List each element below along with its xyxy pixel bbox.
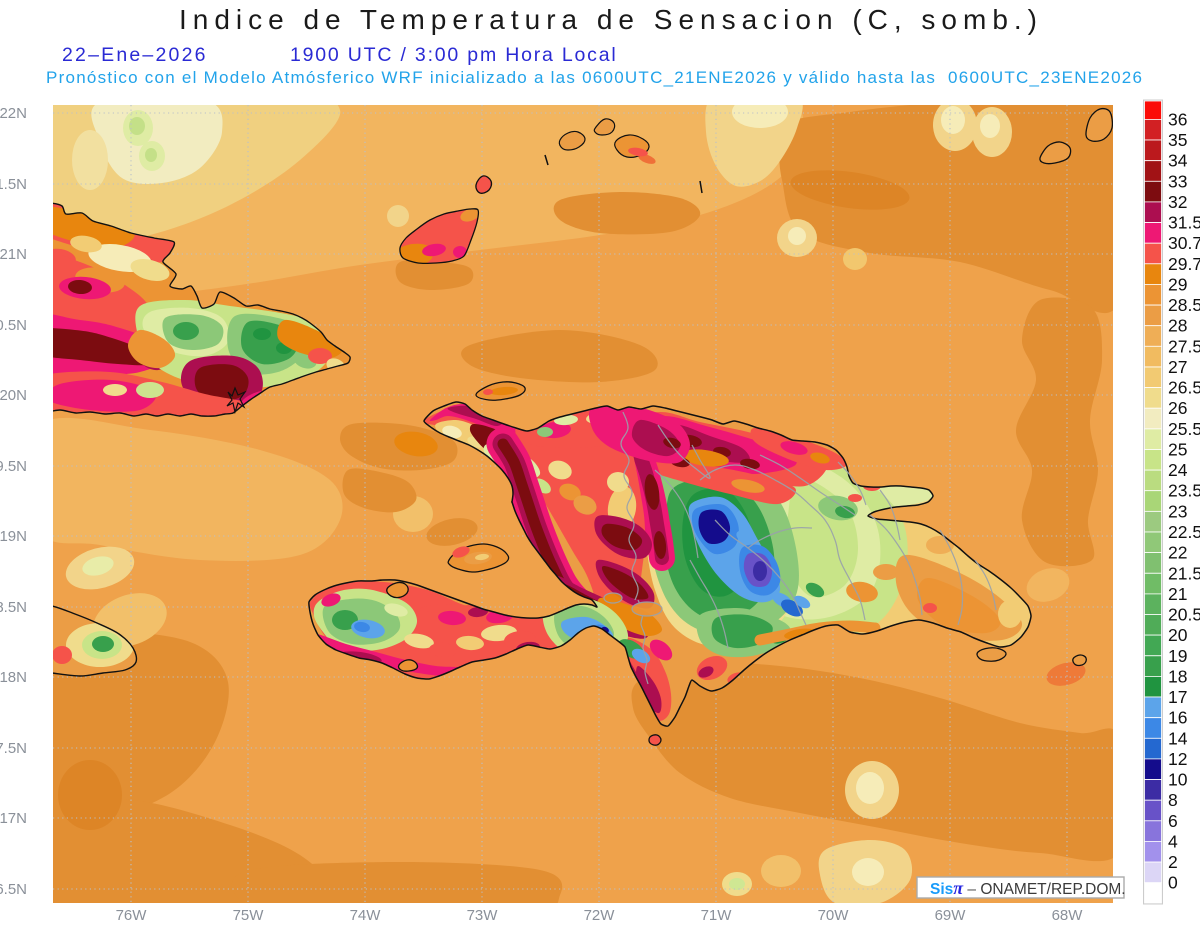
svg-text:20: 20 — [1168, 625, 1188, 645]
svg-text:6: 6 — [1168, 811, 1178, 831]
svg-text:34: 34 — [1168, 151, 1188, 171]
svg-text:10: 10 — [1168, 770, 1188, 790]
svg-text:0.5N: 0.5N — [0, 317, 27, 334]
svg-text:35: 35 — [1168, 130, 1187, 150]
svg-text:9.5N: 9.5N — [0, 458, 27, 475]
svg-text:18N: 18N — [0, 669, 27, 686]
svg-text:25.5: 25.5 — [1168, 419, 1200, 439]
svg-text:4: 4 — [1168, 831, 1178, 851]
svg-text:29: 29 — [1168, 274, 1187, 294]
svg-text:26: 26 — [1168, 398, 1187, 418]
svg-text:16: 16 — [1168, 708, 1187, 728]
svg-text:8.5N: 8.5N — [0, 599, 27, 616]
svg-text:19: 19 — [1168, 646, 1187, 666]
svg-text:22–Ene–2026: 22–Ene–2026 — [62, 44, 208, 66]
svg-text:68W: 68W — [1052, 907, 1084, 924]
svg-text:23.5: 23.5 — [1168, 481, 1200, 501]
svg-text:29.7: 29.7 — [1168, 254, 1200, 274]
svg-text:75W: 75W — [233, 907, 265, 924]
svg-text:22N: 22N — [0, 105, 27, 122]
svg-text:27: 27 — [1168, 357, 1187, 377]
svg-text:6.5N: 6.5N — [0, 881, 27, 898]
svg-text:31.5: 31.5 — [1168, 213, 1200, 233]
svg-text:1900 UTC / 3:00 pm Hora Local: 1900 UTC / 3:00 pm Hora Local — [290, 44, 618, 66]
svg-text:71W: 71W — [701, 907, 733, 924]
svg-text:8: 8 — [1168, 790, 1178, 810]
svg-text:Indice de Temperatura de Sensa: Indice de Temperatura de Sensacion (C, s… — [179, 4, 1043, 35]
svg-text:Sisπ – ONAMET/REP.DOM.: Sisπ – ONAMET/REP.DOM. — [930, 878, 1126, 898]
svg-text:22.5: 22.5 — [1168, 522, 1200, 542]
svg-text:28: 28 — [1168, 316, 1187, 336]
svg-text:1.5N: 1.5N — [0, 176, 27, 193]
svg-text:2: 2 — [1168, 852, 1178, 872]
svg-text:21N: 21N — [0, 246, 27, 263]
svg-text:0: 0 — [1168, 873, 1178, 893]
svg-text:25: 25 — [1168, 440, 1187, 460]
svg-text:24: 24 — [1168, 460, 1188, 480]
svg-text:26.5: 26.5 — [1168, 378, 1200, 398]
svg-text:17N: 17N — [0, 810, 27, 827]
svg-text:20.5: 20.5 — [1168, 605, 1200, 625]
svg-text:70W: 70W — [818, 907, 850, 924]
svg-text:21.5: 21.5 — [1168, 563, 1200, 583]
svg-text:36: 36 — [1168, 109, 1187, 129]
svg-text:72W: 72W — [584, 907, 616, 924]
svg-text:22: 22 — [1168, 543, 1187, 563]
svg-text:74W: 74W — [350, 907, 382, 924]
svg-text:Pronóstico con el Modelo Atmós: Pronóstico con el Modelo Atmósferico WRF… — [46, 68, 1143, 87]
svg-text:27.5: 27.5 — [1168, 336, 1200, 356]
svg-text:23: 23 — [1168, 501, 1187, 521]
svg-text:76W: 76W — [116, 907, 148, 924]
svg-text:30.7: 30.7 — [1168, 233, 1200, 253]
svg-text:12: 12 — [1168, 749, 1187, 769]
svg-text:14: 14 — [1168, 728, 1188, 748]
svg-text:69W: 69W — [935, 907, 967, 924]
svg-text:20N: 20N — [0, 387, 27, 404]
svg-text:33: 33 — [1168, 171, 1187, 191]
svg-text:17: 17 — [1168, 687, 1187, 707]
svg-text:19N: 19N — [0, 528, 27, 545]
svg-text:18: 18 — [1168, 666, 1187, 686]
svg-text:21: 21 — [1168, 584, 1187, 604]
svg-text:7.5N: 7.5N — [0, 740, 27, 757]
svg-text:73W: 73W — [467, 907, 499, 924]
svg-text:28.5: 28.5 — [1168, 295, 1200, 315]
svg-text:32: 32 — [1168, 192, 1187, 212]
